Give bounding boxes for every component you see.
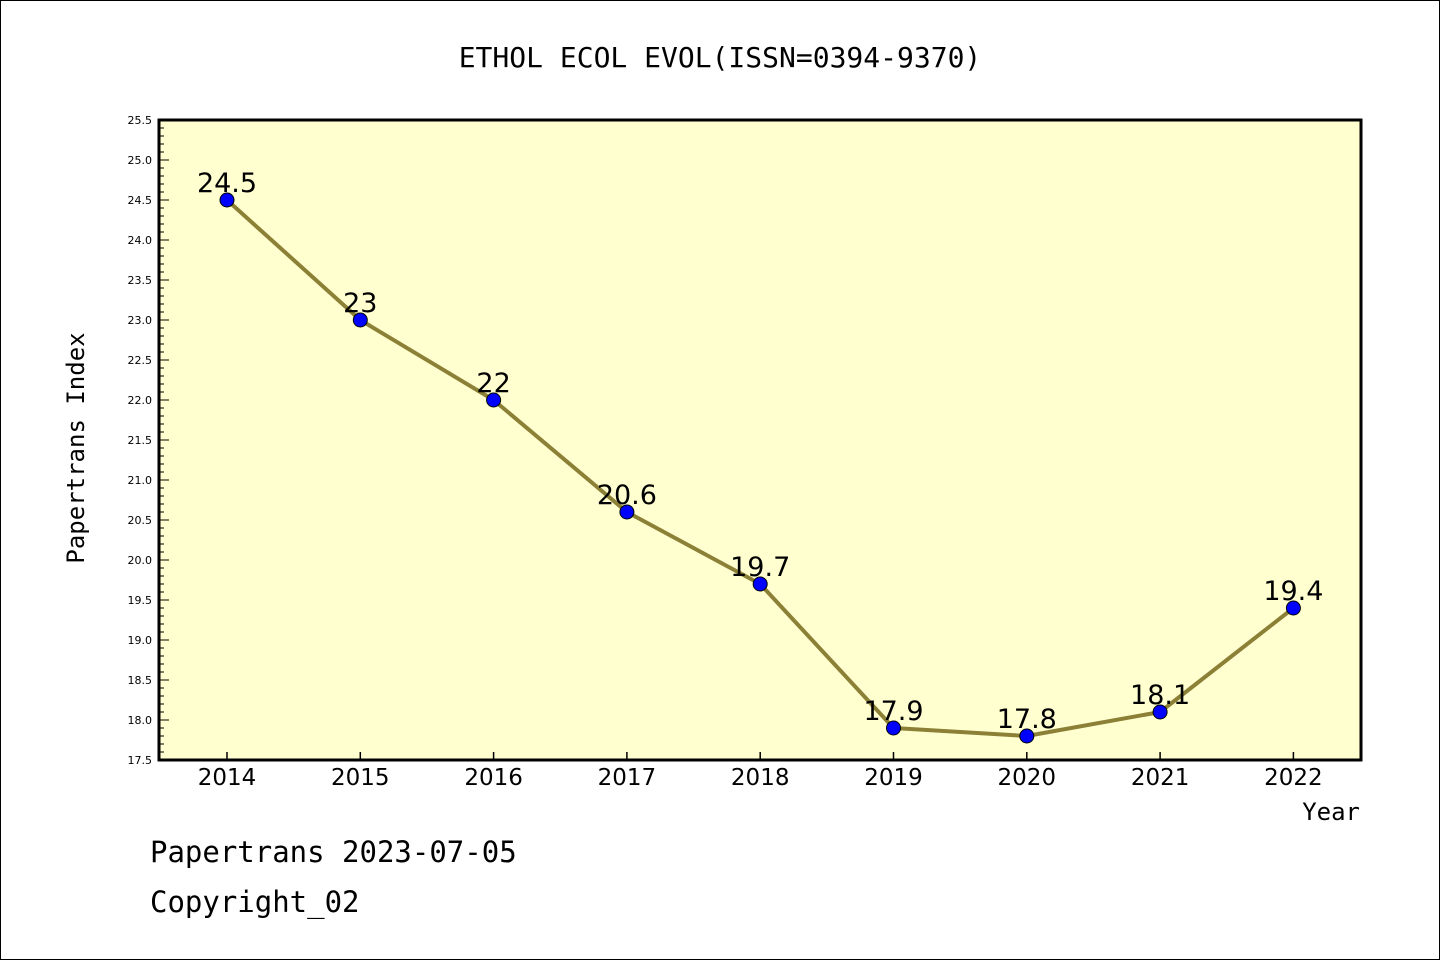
y-tick-label: 21.0: [128, 474, 153, 487]
x-tick-label: 2021: [1131, 765, 1190, 791]
y-tick-label: 18.0: [128, 714, 153, 727]
x-tick-label: 2014: [198, 765, 257, 791]
data-point: [1152, 704, 1168, 720]
data-label: 23: [343, 288, 377, 319]
x-tick-label: 2017: [598, 765, 657, 791]
data-label: 18.1: [1130, 680, 1190, 711]
data-label: 20.6: [597, 480, 657, 511]
x-tick-label: 2015: [331, 765, 390, 791]
data-point: [1285, 600, 1301, 616]
y-tick-label: 22.5: [128, 354, 153, 367]
y-tick-label: 23.0: [128, 314, 153, 327]
data-point: [1019, 728, 1035, 744]
series-group: 24.5 23 22 20.6 19.7 17.9 17.8 18.1 19.4: [197, 168, 1323, 744]
y-tick-label: 19.0: [128, 634, 153, 647]
data-point: [619, 504, 635, 520]
y-tick-label: 24.0: [128, 234, 153, 247]
y-tick-label: 25.5: [128, 114, 153, 127]
y-tick-label: 20.5: [128, 514, 153, 527]
footer-date: Papertrans 2023-07-05: [150, 835, 517, 869]
y-tick-label: 24.5: [128, 194, 153, 207]
data-point: [352, 312, 368, 328]
x-tick-label: 2022: [1264, 765, 1323, 791]
data-label: 17.9: [863, 696, 923, 727]
x-axis: 2014 2015 2016 2017 2018 2019 2020 2021 2022: [198, 752, 1323, 791]
x-tick-label: 2018: [731, 765, 790, 791]
x-axis-label: Year: [1302, 798, 1360, 826]
y-tick-label: 21.5: [128, 434, 153, 447]
y-tick-label: 22.0: [128, 394, 153, 407]
y-tick-label: 19.5: [128, 594, 153, 607]
y-axis-label: Papertrans Index: [62, 332, 90, 563]
data-point: [486, 392, 502, 408]
x-tick-label: 2019: [864, 765, 923, 791]
y-tick-label: 18.5: [128, 674, 153, 687]
data-label: 19.7: [730, 552, 790, 583]
data-point: [219, 192, 235, 208]
y-tick-label: 17.5: [128, 754, 153, 767]
data-point: [752, 576, 768, 592]
y-axis: 17.5 18.0 18.5 19.0 19.5 20.0 20.5 21.0 21.5 22.0…: [128, 114, 169, 767]
data-point: [886, 720, 901, 736]
plot-area: [157, 118, 1363, 762]
footer-copyright: Copyright_02: [150, 885, 360, 919]
data-label: 19.4: [1263, 576, 1323, 607]
y-tick-label: 20.0: [128, 554, 153, 567]
x-tick-label: 2016: [464, 765, 523, 791]
y-tick-label: 25.0: [128, 154, 153, 167]
data-label: 24.5: [197, 168, 257, 199]
chart-title: ETHOL ECOL EVOL(ISSN=0394-9370): [459, 41, 982, 74]
x-tick-label: 2020: [998, 765, 1057, 791]
y-tick-label: 23.5: [128, 274, 153, 287]
data-label: 17.8: [997, 704, 1057, 735]
data-label: 22: [476, 368, 510, 399]
